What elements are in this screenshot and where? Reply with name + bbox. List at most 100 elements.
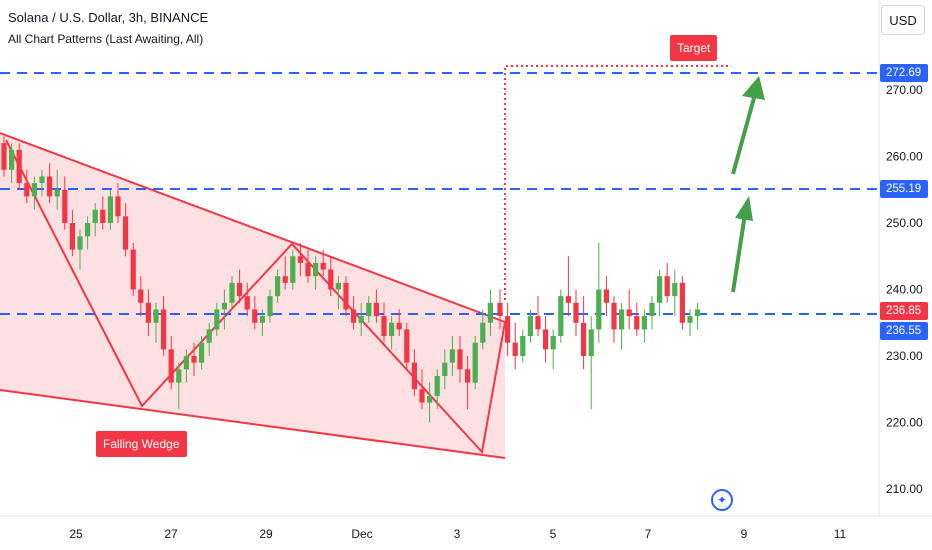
candle: [282, 256, 288, 290]
candle: [351, 296, 357, 330]
candle: [558, 289, 564, 343]
candle: [237, 269, 243, 303]
candle: [619, 302, 625, 350]
candle: [487, 289, 493, 337]
target-projection: [504, 65, 730, 300]
currency-button[interactable]: USD: [881, 5, 925, 35]
candle: [138, 276, 144, 317]
candle: [100, 196, 106, 230]
wedge-zigzag: [5, 139, 506, 455]
candle: [335, 276, 341, 310]
candle: [92, 203, 98, 237]
candle: [62, 176, 68, 230]
candle: [527, 309, 533, 343]
wedge-upper-line: [0, 132, 506, 323]
candle: [565, 256, 571, 317]
candle: [611, 296, 617, 343]
chart-title: Solana / U.S. Dollar, 3h, BINANCE: [8, 10, 209, 25]
indicator-label: All Chart Patterns (Last Awaiting, All): [8, 32, 204, 46]
candle: [206, 322, 212, 356]
candle: [320, 249, 326, 277]
candle: [664, 262, 670, 303]
candle: [259, 309, 265, 337]
projection-arrow-upper: [731, 76, 765, 175]
candle: [404, 322, 410, 370]
time-tick-label: 11: [834, 527, 847, 541]
candle: [305, 249, 311, 283]
candle: [313, 256, 319, 290]
candle: [687, 309, 693, 337]
candle: [115, 183, 121, 223]
projection-arrow-lower: [731, 196, 753, 293]
price-tick-label: 240.00: [886, 283, 923, 297]
candle: [588, 316, 594, 410]
price-axis-ticks: 210.00 220.00 230.00 240.00 250.00 260.00 270.…: [886, 83, 923, 496]
candle: [358, 302, 364, 337]
candle: [465, 356, 471, 410]
candle: [47, 163, 53, 204]
candle: [145, 289, 151, 337]
candle: [449, 336, 455, 376]
pattern-label: Falling Wedge: [96, 431, 187, 457]
candle: [183, 349, 189, 383]
candle: [411, 349, 417, 396]
price-label-upper-target: 272.69: [880, 64, 928, 82]
candle: [107, 189, 113, 230]
time-tick-label: 25: [69, 527, 83, 541]
candle: [153, 302, 159, 343]
time-axis-ticks: 25 27 29 Dec 3 5 7 9 11: [69, 527, 846, 541]
time-tick-label: 5: [550, 527, 557, 541]
candle: [389, 316, 395, 350]
candle: [9, 143, 15, 184]
candle: [24, 169, 30, 204]
candle: [54, 169, 60, 210]
price-tick-label: 260.00: [886, 150, 923, 164]
compass-icon[interactable]: ✦: [711, 489, 733, 511]
candle: [657, 269, 663, 317]
candle: [176, 362, 182, 410]
candle: [381, 302, 387, 343]
candle: [573, 289, 579, 337]
candle: [679, 276, 685, 330]
price-tick-label: 230.00: [886, 349, 923, 363]
price-label-current: 236.85: [880, 302, 928, 320]
target-label: Target: [670, 35, 718, 61]
time-tick-label: 27: [164, 527, 178, 541]
candle: [244, 282, 250, 317]
candle: [419, 369, 425, 410]
candle: [672, 269, 678, 317]
candle: [328, 256, 334, 297]
time-tick-label: 29: [259, 527, 273, 541]
price-tick-label: 250.00: [886, 216, 923, 230]
candle: [161, 296, 167, 356]
candle: [472, 336, 478, 390]
candle: [39, 169, 45, 197]
candle: [497, 289, 503, 330]
candle: [343, 276, 349, 317]
price-label-mid-target: 255.19: [880, 180, 928, 198]
candle: [396, 309, 402, 337]
candle: [603, 276, 609, 317]
candle: [85, 216, 91, 250]
candles-group: [1, 136, 701, 423]
candle: [373, 289, 379, 323]
candle: [550, 329, 556, 370]
candle: [543, 316, 549, 363]
candle: [191, 342, 197, 376]
candle: [123, 203, 129, 257]
candle: [16, 143, 22, 190]
price-tick-label: 220.00: [886, 416, 923, 430]
candle: [252, 296, 258, 330]
candle: [290, 249, 296, 290]
time-tick-label: 9: [741, 527, 748, 541]
price-tick-label: 210.00: [886, 482, 923, 496]
time-tick-label: 7: [645, 527, 652, 541]
candle: [434, 369, 440, 410]
candle: [596, 242, 602, 343]
candle: [214, 302, 220, 337]
candle: [505, 302, 511, 356]
candle: [480, 309, 486, 350]
candle: [69, 209, 75, 257]
candle: [31, 176, 37, 210]
